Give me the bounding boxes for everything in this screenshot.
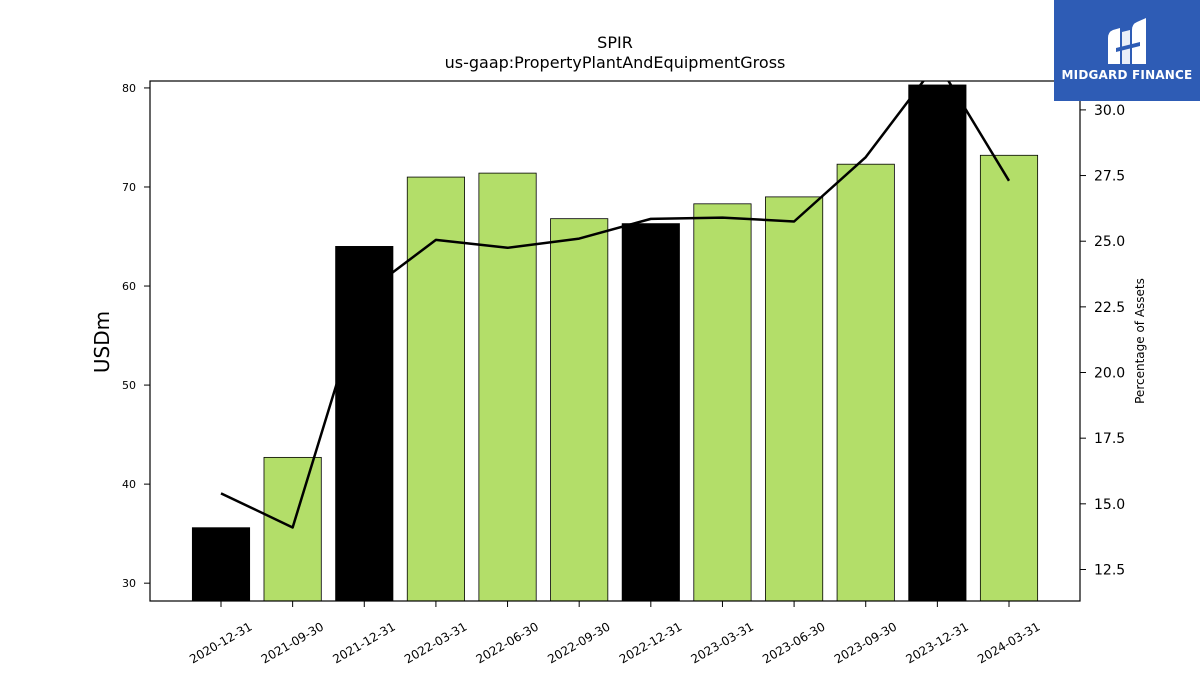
- x-tick-label-7: 2023-03-31: [689, 619, 756, 666]
- x-tick-label-5: 2022-09-30: [545, 619, 612, 666]
- x-tick-label-8: 2023-06-30: [760, 619, 827, 666]
- x-tick-label-2: 2021-12-31: [330, 619, 397, 666]
- axes-group: [149, 80, 1081, 602]
- bar-5: [550, 218, 609, 602]
- chart-title: SPIR: [597, 33, 633, 52]
- bar-3: [406, 176, 465, 602]
- x-tick-label-4: 2022-06-30: [474, 619, 541, 666]
- y-tick-label-3: 60: [122, 280, 136, 293]
- y-tick-label-0: 30: [122, 577, 136, 590]
- y2-tick-label-1: 15.0: [1094, 497, 1125, 513]
- y-tick-label-2: 50: [122, 379, 136, 392]
- bars-group: [191, 84, 1039, 602]
- bar-1: [263, 456, 322, 602]
- x-tick-label-10: 2023-12-31: [903, 619, 970, 666]
- y2-tick-label-0: 12.5: [1094, 562, 1125, 578]
- x-tick-label-3: 2022-03-31: [402, 619, 469, 666]
- x-tick-label-9: 2023-09-30: [832, 619, 899, 666]
- x-tick-label-0: 2020-12-31: [187, 619, 254, 666]
- bar-2: [335, 246, 394, 602]
- bar-10: [908, 84, 967, 602]
- y2-tick-label-5: 25.0: [1094, 234, 1125, 250]
- chart-subtitle: us-gaap:PropertyPlantAndEquipmentGross: [445, 53, 786, 72]
- line-group: [220, 81, 1011, 529]
- y-tick-label-5: 80: [122, 82, 136, 95]
- series-line: [220, 81, 1011, 529]
- midgard-finance-logo: MIDGARD FINANCE: [1054, 0, 1200, 101]
- bar-11: [979, 154, 1039, 602]
- y2-axis-label: Percentage of Assets: [1133, 278, 1147, 404]
- x-tick-label-11: 2024-03-31: [975, 619, 1042, 666]
- x-tick-label-1: 2021-09-30: [259, 619, 326, 666]
- y2-tick-label-7: 30.0: [1094, 103, 1125, 119]
- y-tick-label-4: 70: [122, 181, 136, 194]
- y-axis-label: USDm: [90, 311, 114, 373]
- x-tick-label-6: 2022-12-31: [617, 619, 684, 666]
- bar-6: [621, 223, 680, 602]
- bar-8: [765, 196, 824, 602]
- y-tick-label-1: 40: [122, 478, 136, 491]
- plot-frame: [149, 80, 1081, 602]
- bar-0: [191, 527, 251, 602]
- y2-tick-label-4: 22.5: [1094, 300, 1125, 316]
- logo-text: MIDGARD FINANCE: [1061, 68, 1193, 82]
- y2-tick-label-6: 27.5: [1094, 169, 1125, 185]
- bar-9: [836, 163, 895, 602]
- y2-tick-label-3: 20.0: [1094, 366, 1125, 382]
- bar-7: [693, 203, 752, 602]
- bar-4: [478, 172, 537, 602]
- logo-mark-icon: [1108, 18, 1146, 64]
- y2-tick-label-2: 17.5: [1094, 431, 1125, 447]
